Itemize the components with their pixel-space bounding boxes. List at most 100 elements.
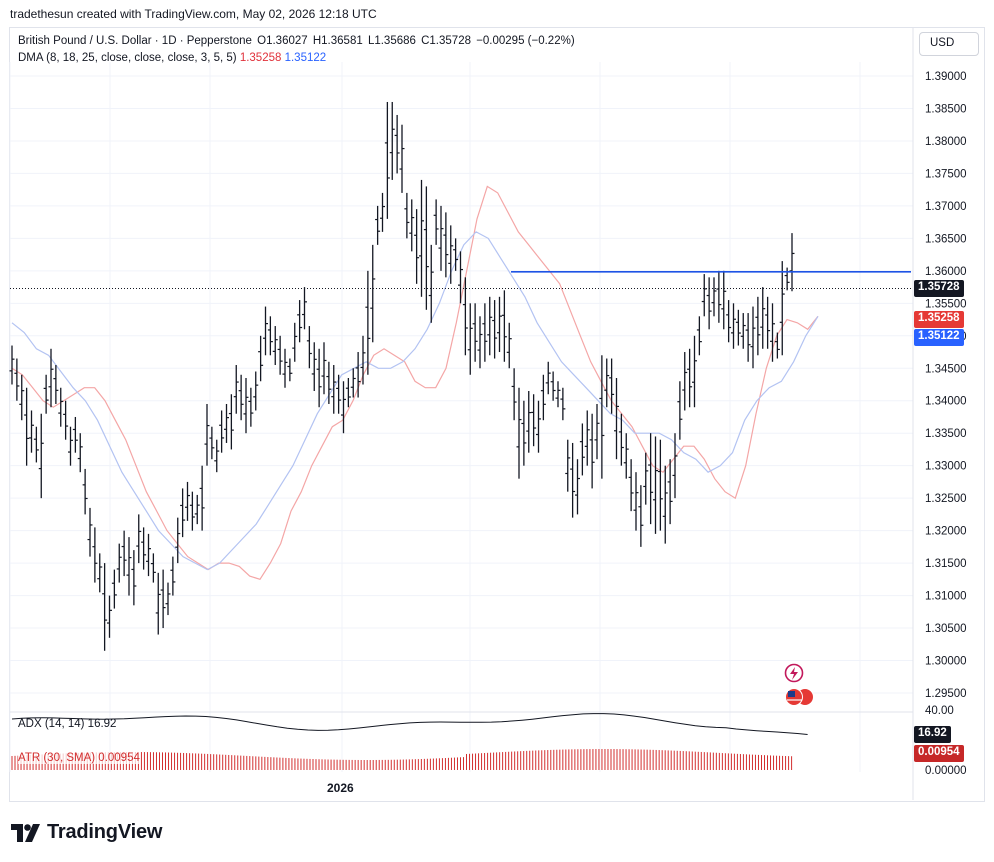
ohlc-bar (419, 179, 424, 297)
ohlc-bar (545, 361, 551, 395)
dma-slow-badge: 1.35122 (914, 329, 964, 346)
ohlc-bar (521, 400, 527, 466)
ohlc-bar (248, 387, 254, 427)
tradingview-logo[interactable]: TradingView (11, 821, 162, 844)
ohlc-bar (341, 381, 346, 434)
ohlc-bar (662, 465, 668, 544)
ohlc-bar (389, 101, 395, 180)
ohlc-bar (185, 481, 190, 521)
header-attribution: tradethesun created with TradingView.com… (10, 7, 377, 21)
atr-legend[interactable]: ATR (30, SMA) 0.00954 (18, 752, 140, 764)
ohlc-bar (345, 378, 351, 408)
ohlc-bar (501, 290, 507, 362)
ohlc-bar (175, 517, 181, 564)
ohlc-bar (321, 342, 327, 395)
ohlc-bar (643, 452, 649, 505)
ohlc-bar (721, 270, 727, 330)
y-tick-label: 1.33000 (925, 461, 967, 473)
ohlc-bar (536, 400, 541, 453)
ohlc-bar (653, 436, 658, 534)
ohlc-bar (87, 507, 93, 557)
ohlc-bar (706, 277, 712, 330)
y-tick-label: 1.30500 (925, 623, 967, 635)
ohlc-bar (628, 459, 634, 512)
y-tick-label: 1.37000 (925, 201, 967, 213)
y-tick-label: 1.36500 (925, 233, 967, 245)
ohlc-bar (667, 459, 673, 525)
ohlc-bar (160, 569, 166, 629)
ohlc-bar (614, 378, 619, 460)
ohlc-bar (14, 358, 20, 401)
ohlc-bar (68, 426, 73, 466)
ohlc-bar (760, 287, 766, 349)
ohlc-bar (726, 300, 732, 343)
ohlc-bar (316, 348, 322, 408)
dma-indicator-label[interactable]: DMA (8, 18, 25, close, close, close, 3, … (18, 52, 237, 64)
ohlc-bar (511, 368, 517, 421)
currency-button[interactable]: USD (919, 32, 979, 56)
flag-canton (788, 691, 795, 697)
ohlc-bar (750, 306, 756, 369)
legend-ohlc: British Pound / U.S. Dollar · 1D · Peppe… (18, 35, 577, 47)
ohlc-bar (745, 313, 751, 362)
ohlc-bar (82, 468, 88, 515)
ohlc-bar (365, 270, 371, 375)
ohlc-bar (774, 332, 780, 359)
legend-symbol[interactable]: British Pound / U.S. Dollar · 1D · Peppe… (18, 35, 252, 47)
ohlc-bar (672, 433, 678, 499)
ohlc-bar (579, 423, 585, 476)
ohlc-bar (77, 433, 83, 473)
ohlc-bar (253, 371, 259, 411)
ohlc-bar (209, 426, 215, 460)
legend-high: H1.36581 (312, 35, 363, 47)
ohlc-bar (355, 352, 361, 398)
ohlc-bar (735, 309, 741, 346)
ohlc-bar (550, 371, 556, 401)
ohlc-bar (506, 322, 512, 369)
ohlc-bar (414, 209, 420, 284)
ohlc-bar (487, 296, 493, 356)
ohlc-bar (302, 287, 307, 330)
ohlc-bar (121, 530, 127, 577)
ohlc-bar (609, 358, 615, 414)
ohlc-bar (219, 410, 225, 453)
x-axis-year-label: 2026 (327, 781, 354, 795)
ohlc-bar (311, 342, 317, 391)
ohlc-bar (467, 303, 473, 375)
dma-value-slow: 1.35122 (284, 52, 327, 64)
ohlc-bar (438, 205, 444, 271)
ohlc-bar (701, 274, 707, 317)
us-flag-event-icon (785, 688, 814, 706)
ohlc-bar (516, 387, 522, 479)
ohlc-bar (755, 296, 761, 356)
ohlc-bar (604, 358, 610, 408)
ohlc-bar (555, 381, 561, 408)
ohlc-bar (433, 199, 439, 245)
ohlc-bar (92, 527, 98, 583)
ohlc-bar (360, 335, 366, 385)
ohlc-bar (165, 582, 171, 616)
ohlc-bar (146, 533, 151, 577)
ohlc-bar (409, 199, 415, 252)
tradingview-logo-icon (11, 823, 40, 842)
ohlc-bar (448, 225, 454, 284)
ohlc-bar (696, 316, 702, 356)
ohlc-bar (126, 537, 132, 596)
adx-legend[interactable]: ADX (14, 14) 16.92 (18, 718, 117, 730)
ohlc-bar (116, 543, 122, 583)
ohlc-bar (326, 361, 332, 404)
ohlc-bar (97, 553, 103, 593)
ohlc-bar (170, 556, 176, 596)
ohlc-bar (331, 365, 337, 414)
ohlc-bar (540, 374, 546, 421)
ohlc-bar (267, 316, 273, 356)
ohlc-bar (492, 300, 498, 359)
ohlc-bar (394, 114, 400, 174)
ohlc-bar (740, 313, 746, 349)
ohlc-bar (618, 413, 624, 466)
ohlc-bar (657, 439, 663, 531)
ohlc-bar (638, 485, 644, 547)
atr-value-badge: 0.00954 (914, 745, 964, 762)
ohlc-bar (482, 303, 488, 362)
